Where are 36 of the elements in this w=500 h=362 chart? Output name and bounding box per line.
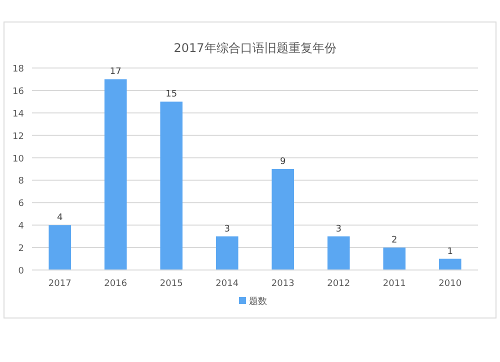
x-tick-label: 2012 <box>327 279 350 289</box>
data-label: 17 <box>110 67 122 78</box>
x-tick-label: 2017 <box>48 279 72 289</box>
y-tick-label: 16 <box>12 86 24 97</box>
x-tick-label: 2010 <box>438 279 462 289</box>
data-label: 9 <box>280 157 286 167</box>
data-label: 2 <box>392 236 398 246</box>
bar <box>272 169 294 270</box>
y-tick-label: 14 <box>12 109 24 120</box>
y-tick-label: 18 <box>12 64 24 74</box>
data-label: 4 <box>57 213 64 224</box>
bar <box>438 258 462 270</box>
legend-label: 题数 <box>249 296 267 307</box>
bar <box>160 102 183 270</box>
data-label: 15 <box>166 90 178 100</box>
bar <box>327 236 350 270</box>
data-label: 3 <box>336 224 342 234</box>
bar <box>104 79 127 270</box>
x-tick-label: 2011 <box>382 279 406 289</box>
y-tick-label: 0 <box>18 266 24 276</box>
y-tick-label: 4 <box>18 222 24 232</box>
x-tick-label: 2013 <box>271 279 294 289</box>
chart-title: 2017年综合口语旧题重复年份 <box>174 41 336 55</box>
bar <box>48 225 72 270</box>
bar <box>383 248 406 270</box>
data-label: 1 <box>447 246 453 257</box>
y-tick-label: 10 <box>12 154 24 164</box>
y-tick-label: 6 <box>18 199 24 210</box>
data-label: 3 <box>224 224 230 234</box>
y-tick-label: 2 <box>18 244 24 254</box>
x-tick-label: 2014 <box>216 279 239 289</box>
bar <box>216 236 238 270</box>
x-tick-label: 2015 <box>160 279 183 289</box>
y-tick-label: 8 <box>18 176 24 187</box>
y-tick-label: 12 <box>12 132 24 142</box>
x-tick-label: 2016 <box>104 279 128 289</box>
